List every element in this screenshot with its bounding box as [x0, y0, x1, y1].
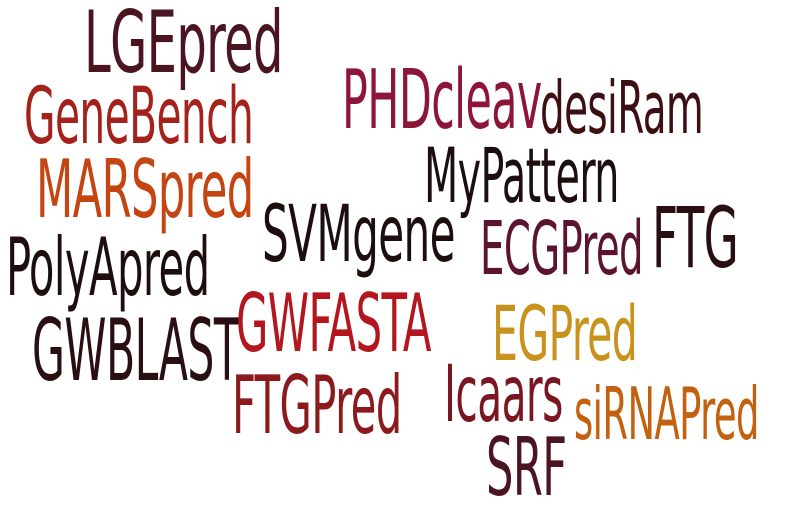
word-polyapred: PolyApred — [6, 221, 210, 314]
word-ftgpred: FTGPred — [232, 359, 402, 452]
word-lgepred: LGEpred — [84, 0, 283, 93]
word-srf: SRF — [486, 421, 567, 506]
word-phdcleav: PHDcleav — [342, 53, 542, 148]
word-egpred: EGPred — [492, 289, 638, 378]
word-gwfasta: GWFASTA — [236, 277, 431, 370]
word-genebench: GeneBench — [24, 72, 254, 162]
word-icaars: Icaars — [444, 350, 563, 440]
word-gwblast: GWBLAST — [32, 301, 240, 401]
word-svmgene: SVMgene — [262, 190, 456, 280]
word-ecgpred: ECGPred — [480, 206, 644, 292]
word-sirnapred: siRNAPred — [574, 372, 759, 456]
word-ftg: FTG — [652, 189, 739, 287]
word-desiram: desiRam — [540, 66, 704, 150]
word-marspred: MARSpred — [36, 143, 254, 236]
word-mypattern: MyPattern — [424, 131, 619, 220]
